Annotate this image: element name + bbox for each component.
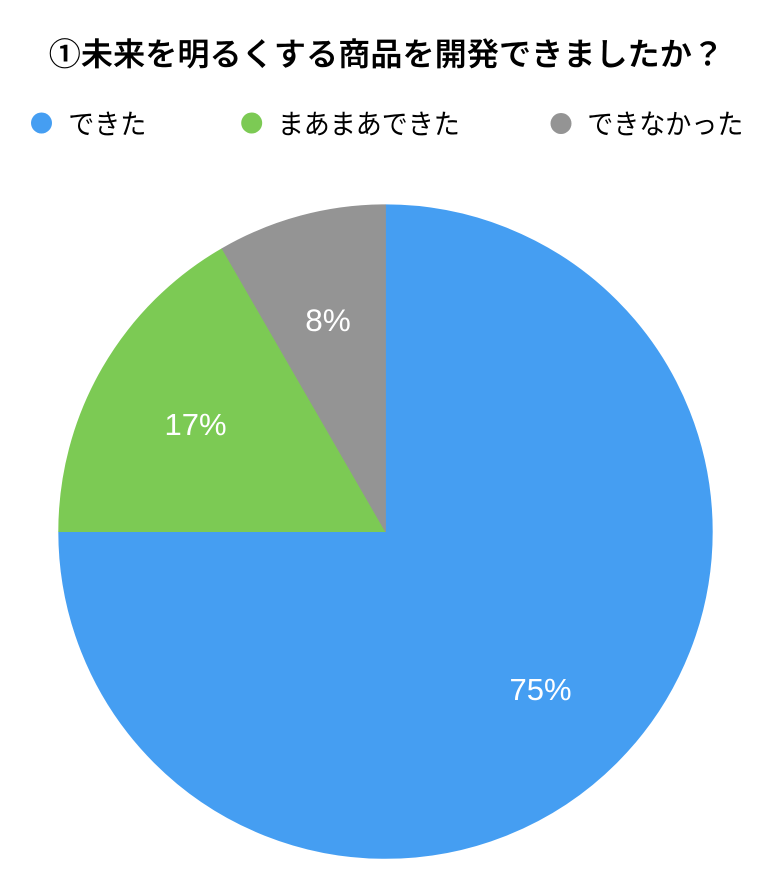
svg-text:17%: 17%: [164, 407, 226, 442]
svg-text:8%: 8%: [305, 302, 351, 338]
svg-text:75%: 75%: [509, 672, 571, 707]
